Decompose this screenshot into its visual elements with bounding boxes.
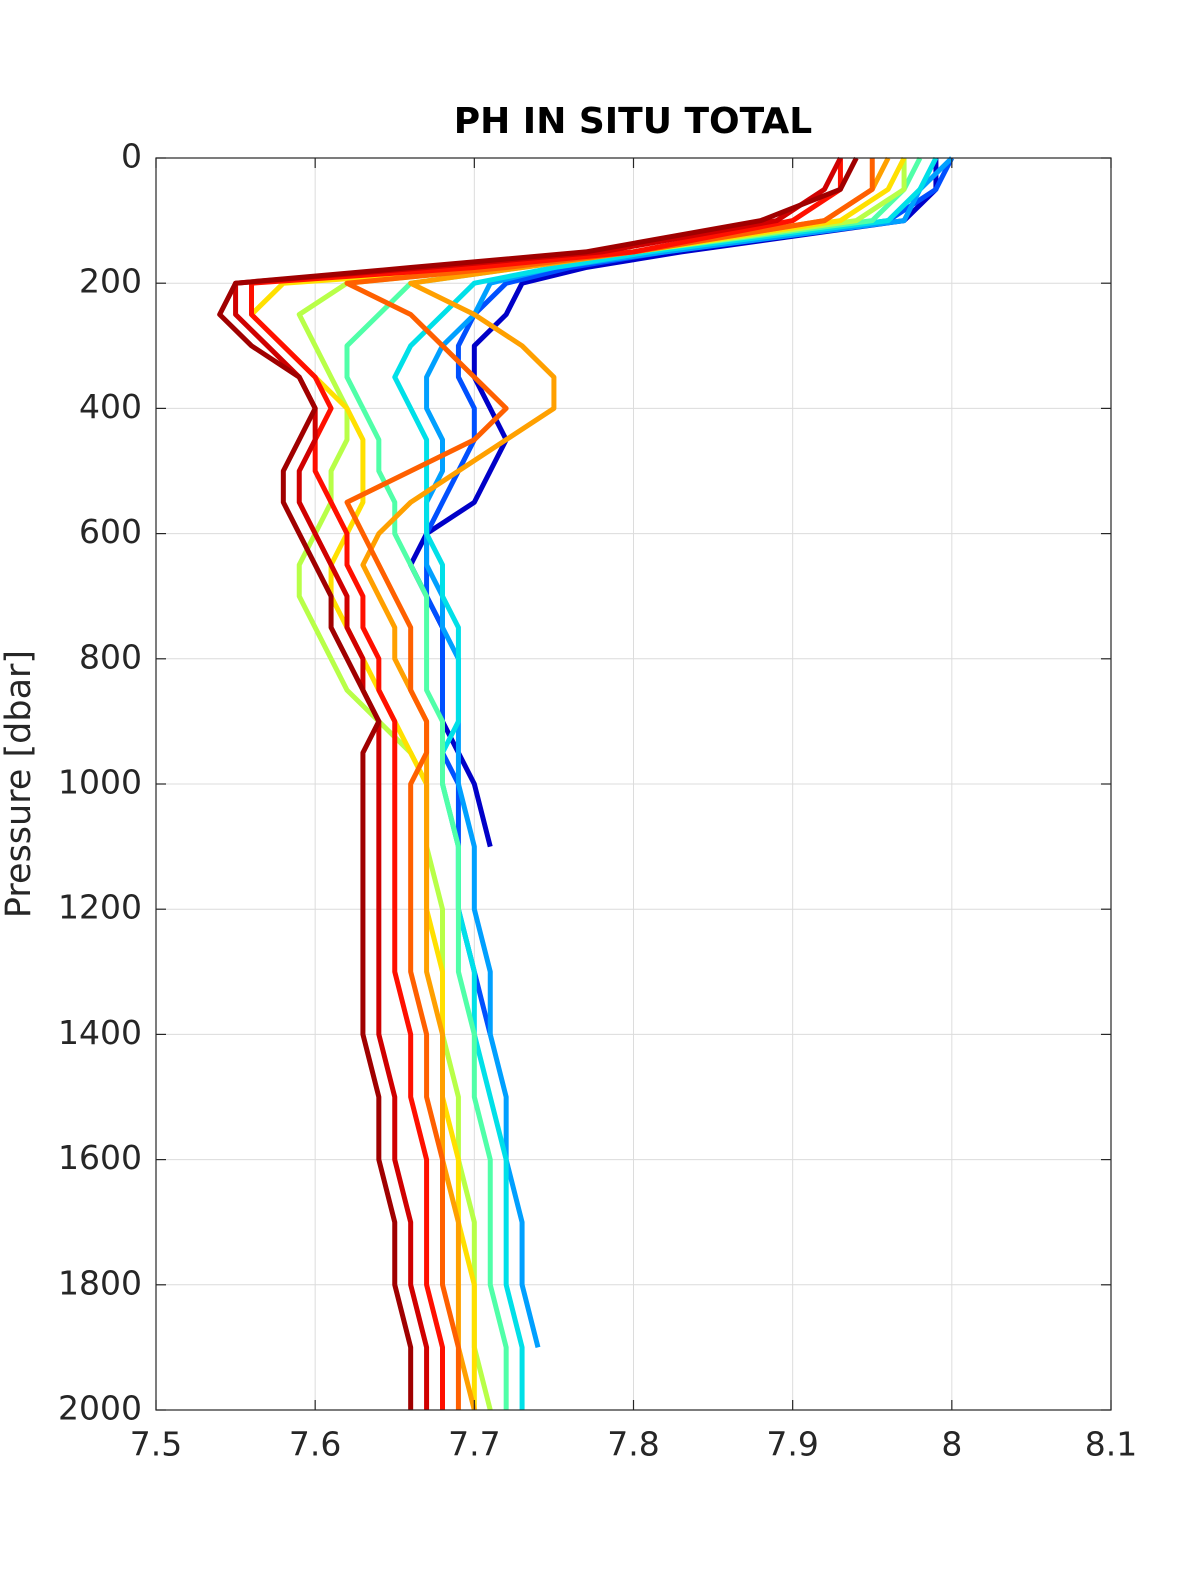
profile-line [392,156,939,1410]
x-tick-label: 7.7 [448,1425,500,1464]
axes: 7.5 7.6 7.7 7.8 7.9 8 8.1 0 200 400 600 800 1000 1200… [58,137,1137,1464]
profile-line [249,158,843,1410]
y-tick-label: 0 [121,137,142,176]
x-tick-label: 8 [941,1425,962,1464]
x-tick-label: 7.6 [289,1425,341,1464]
lines [217,156,955,1411]
y-tick-label: 400 [79,387,142,426]
y-tick-label: 2000 [58,1389,142,1428]
y-tick-label: 600 [79,512,142,551]
profile-line [217,156,859,1410]
y-tick-label: 1800 [58,1263,142,1302]
profile-line [344,156,923,1410]
profile-line [424,156,955,1036]
y-tick-label: 800 [79,637,142,676]
y-tick-label: 1200 [58,888,142,927]
x-tick-label: 8.1 [1085,1425,1137,1464]
y-axis-label: Pressure [dbar] [0,650,39,918]
y-tick-label: 1000 [58,763,142,802]
profile-line [296,158,907,1411]
profile-line [360,156,891,1411]
x-tick-label: 7.5 [130,1425,182,1464]
grid [155,157,1112,1411]
y-tick-label: 200 [79,262,142,301]
chart-title: PH IN SITU TOTAL [454,101,812,142]
y-tick-label: 1400 [58,1013,142,1052]
x-tick-label: 7.8 [607,1425,659,1464]
y-tick-label: 1600 [58,1138,142,1177]
x-tick-label: 7.9 [766,1425,818,1464]
profile-line [344,158,875,1410]
